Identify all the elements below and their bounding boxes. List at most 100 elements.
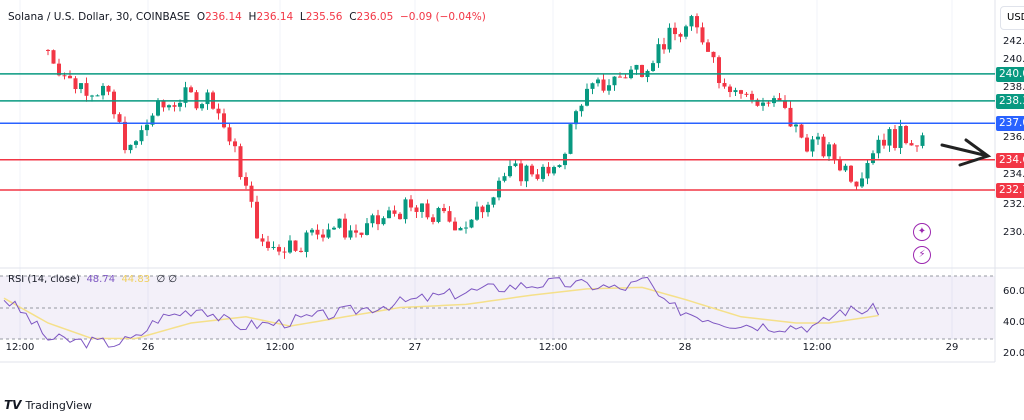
candle — [238, 146, 243, 178]
candle — [799, 124, 804, 138]
candle — [332, 227, 336, 230]
candle — [200, 104, 204, 109]
rsi-value: 48.74 — [86, 274, 116, 285]
candle — [464, 227, 468, 229]
candle — [249, 185, 254, 202]
time-axis-label: 27 — [408, 342, 422, 353]
candle — [425, 203, 430, 218]
candle — [150, 115, 155, 125]
candle — [728, 86, 732, 93]
candle — [497, 180, 501, 198]
candle — [458, 227, 463, 231]
candle — [145, 124, 149, 131]
candle — [453, 221, 457, 231]
time-axis-label: 12:00 — [802, 342, 832, 353]
candle — [491, 197, 496, 205]
candle — [365, 223, 369, 235]
candle — [233, 141, 237, 147]
low-label: L — [299, 11, 306, 23]
candle — [156, 100, 160, 116]
candle — [387, 210, 391, 219]
candle — [689, 16, 694, 27]
tradingview-logo[interactable]: 𝙏𝙑 TradingView — [4, 398, 92, 412]
high-label: H — [248, 11, 257, 23]
candle — [348, 230, 353, 238]
candle — [794, 124, 798, 127]
candle — [310, 229, 314, 233]
price-axis-label: 240.00 — [1003, 54, 1024, 65]
candle — [403, 199, 408, 220]
time-axis-label: 12:00 — [265, 342, 295, 353]
currency-button[interactable]: USD — [1000, 6, 1024, 30]
close-value: 236.05 — [356, 11, 394, 23]
candle — [354, 230, 358, 233]
candle — [777, 98, 782, 101]
candle — [409, 199, 413, 208]
candle — [546, 166, 551, 174]
candle — [651, 63, 655, 71]
candle — [849, 165, 853, 182]
candle — [442, 208, 446, 212]
candle — [139, 130, 144, 142]
candle — [574, 111, 578, 125]
candle — [618, 76, 622, 78]
candle — [607, 85, 611, 91]
open-label: O — [196, 11, 206, 23]
level-price-label: 234.60 — [996, 152, 1024, 168]
open-value: 236.14 — [205, 11, 242, 23]
candle — [216, 108, 221, 114]
symbol-legend: Solana / U.S. Dollar, 30, COINBASE O236.… — [8, 11, 486, 23]
candle — [706, 42, 710, 52]
lightning-icon[interactable]: ⚡ — [913, 246, 931, 264]
candle — [57, 63, 61, 76]
candle — [733, 90, 738, 93]
price-axis-label: 230.00 — [1003, 227, 1024, 238]
rsi-axis-label: 20.00 — [1003, 348, 1024, 359]
candle — [838, 160, 842, 171]
candle — [117, 114, 122, 122]
price-axis-label: 236.00 — [1003, 132, 1024, 143]
candle — [282, 251, 287, 253]
candle — [343, 218, 347, 238]
candle — [315, 229, 320, 235]
candle — [134, 141, 138, 145]
arrow-drawing[interactable] — [940, 138, 992, 167]
candle — [51, 50, 56, 64]
sparkle-icon[interactable]: ✦ — [913, 223, 931, 241]
rsi-ma-line — [3, 286, 879, 340]
high-value: 236.14 — [256, 11, 294, 23]
candle — [101, 85, 105, 96]
candle — [860, 178, 864, 187]
candle — [167, 105, 171, 108]
candle — [821, 136, 826, 157]
candle — [915, 145, 919, 147]
candle — [106, 85, 111, 92]
candle — [95, 95, 100, 97]
candle — [761, 102, 765, 106]
candle — [656, 44, 661, 64]
candle — [865, 163, 870, 179]
candle — [585, 88, 589, 106]
candle — [431, 217, 435, 222]
candle — [128, 144, 133, 151]
candle — [816, 136, 820, 140]
candle — [695, 16, 699, 28]
candle — [90, 95, 94, 97]
candle — [590, 83, 595, 89]
candle — [887, 129, 892, 146]
candle — [222, 113, 226, 128]
candle — [722, 82, 727, 87]
candle — [750, 93, 754, 100]
low-value: 235.56 — [305, 11, 343, 23]
candle — [530, 165, 534, 175]
rsi-ma-value: 44.83 — [121, 274, 151, 285]
candle — [420, 203, 424, 212]
candle — [469, 219, 474, 228]
candle — [436, 208, 441, 222]
time-axis-label: 12:00 — [5, 342, 35, 353]
candle — [172, 105, 177, 107]
candle — [579, 105, 584, 112]
candle — [299, 250, 303, 252]
candle — [161, 100, 166, 108]
